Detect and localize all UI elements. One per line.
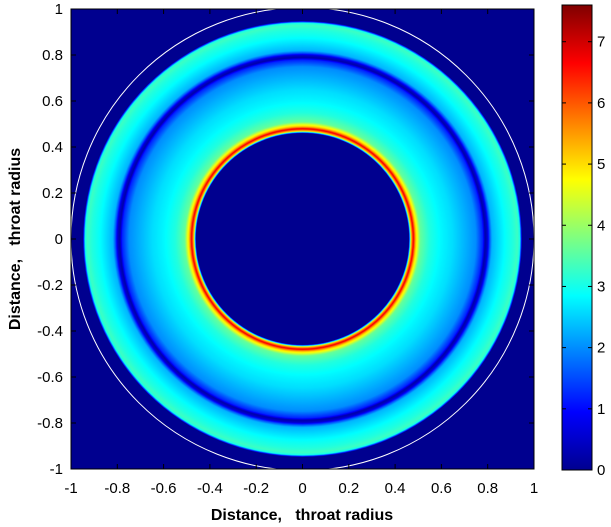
- x-tick-label: 0.6: [431, 480, 452, 497]
- y-tick-label: -0.8: [37, 415, 63, 432]
- colorbar-tick-label: 5: [597, 156, 605, 173]
- y-tick-label: 0.8: [42, 47, 63, 64]
- y-tick-label: 0.4: [42, 139, 63, 156]
- x-tick-label: 0: [298, 480, 306, 497]
- y-tick-label: 0: [55, 231, 63, 248]
- colorbar-axis: 0 1 2 3 4 5 6 7: [562, 34, 605, 479]
- inner-core: [196, 133, 409, 345]
- colorbar-tick-label: 7: [597, 34, 605, 51]
- x-tick-label: -0.4: [197, 480, 223, 497]
- x-tick-label: 0.8: [477, 480, 498, 497]
- x-tick-label: 0.2: [338, 480, 359, 497]
- colorbar-tick-label: 1: [597, 401, 605, 418]
- x-tick-label: 0.4: [385, 480, 406, 497]
- x-axis: -1 -0.8 -0.6 -0.4 -0.2 0 0.2 0.4 0.6 0.8 1: [64, 9, 538, 497]
- x-tick-label: 1: [530, 480, 538, 497]
- y-tick-label: 1: [55, 1, 63, 18]
- y-axis: 1 0.8 0.6 0.4 0.2 0 -0.2 -0.4 -0.6 -0.8 -1: [37, 1, 534, 478]
- colorbar: [561, 4, 593, 471]
- x-axis-label: Distance, throat radius: [211, 507, 393, 524]
- y-tick-label: 0.2: [42, 185, 63, 202]
- x-tick-label: -0.6: [151, 480, 177, 497]
- x-tick-label: -1: [64, 480, 77, 497]
- colorbar-tick-label: 6: [597, 95, 605, 112]
- x-tick-label: -0.8: [104, 480, 130, 497]
- y-tick-label: -0.4: [37, 323, 63, 340]
- colorbar-tick-label: 0: [597, 462, 605, 479]
- colorbar-tick-label: 4: [597, 217, 605, 234]
- colorbar-tick-label: 2: [597, 340, 605, 357]
- y-tick-label: -0.2: [37, 277, 63, 294]
- x-tick-label: -0.2: [243, 480, 269, 497]
- y-tick-label: 0.6: [42, 93, 63, 110]
- y-tick-label: -1: [50, 461, 63, 478]
- y-axis-label: Distance, throat radius: [7, 148, 24, 330]
- y-tick-label: -0.6: [37, 369, 63, 386]
- colorbar-tick-label: 3: [597, 278, 605, 295]
